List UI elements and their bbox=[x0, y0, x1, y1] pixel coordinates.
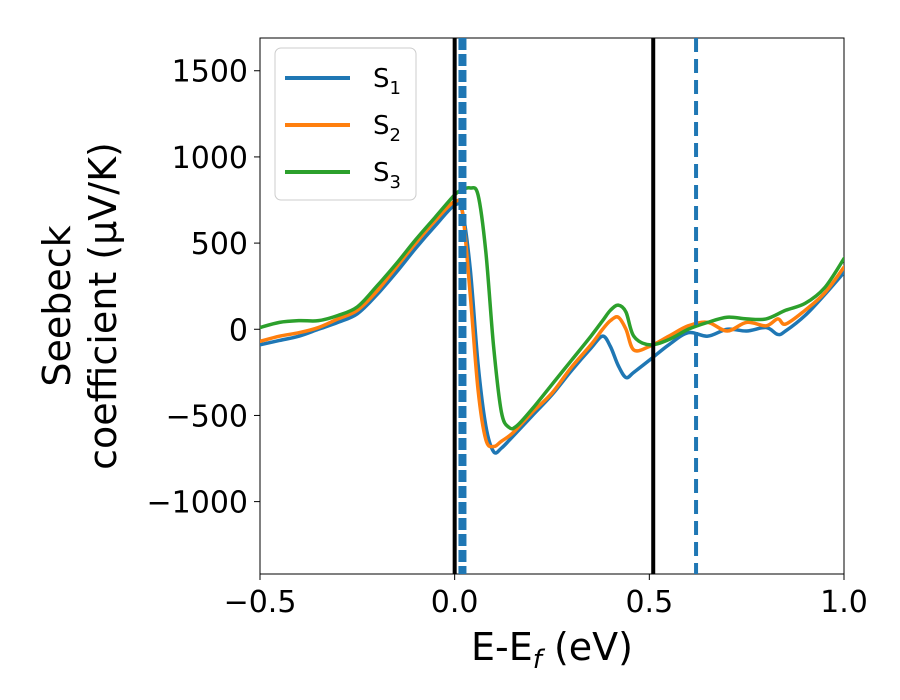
y-tick-label: 1000 bbox=[172, 141, 248, 176]
legend: S1 S2 S3 bbox=[274, 47, 417, 201]
legend-label-s2: S2 bbox=[373, 111, 401, 146]
plot-area: −0.5 0.0 0.5 1.0 −1000 −500 0 500 1000 1500 bbox=[147, 37, 868, 620]
x-tick-label: 1.0 bbox=[820, 585, 868, 620]
series-group bbox=[260, 185, 844, 455]
series-line-s1 bbox=[260, 201, 844, 455]
y-axis-title-line2: coefficient (μV/K) bbox=[81, 142, 125, 470]
x-axis-ticks: −0.5 0.0 0.5 1.0 bbox=[224, 574, 868, 620]
y-tick-label: 500 bbox=[191, 227, 248, 262]
legend-label-s3: S3 bbox=[373, 158, 401, 193]
legend-items: S1 S2 S3 bbox=[285, 64, 401, 193]
series-line-s3 bbox=[260, 185, 844, 431]
y-tick-label: −500 bbox=[166, 399, 248, 434]
vertical-lines bbox=[452, 38, 699, 574]
y-axis-ticks: −1000 −500 0 500 1000 1500 bbox=[147, 55, 260, 521]
x-tick-label: 0.0 bbox=[431, 585, 479, 620]
legend-label-s1: S1 bbox=[373, 64, 401, 99]
y-axis-title: Seebeck coefficient (μV/K) bbox=[35, 142, 125, 470]
x-tick-label: −0.5 bbox=[224, 585, 297, 620]
y-axis-title-line1: Seebeck bbox=[35, 225, 79, 386]
y-tick-label: −1000 bbox=[147, 486, 248, 521]
x-tick-label: 0.5 bbox=[625, 585, 673, 620]
x-axis-title: E-Ef (eV) bbox=[471, 625, 633, 675]
y-tick-label: 0 bbox=[229, 313, 248, 348]
y-tick-label: 1500 bbox=[172, 55, 248, 90]
plot-frame bbox=[259, 37, 845, 575]
series-line-s2 bbox=[260, 198, 844, 449]
